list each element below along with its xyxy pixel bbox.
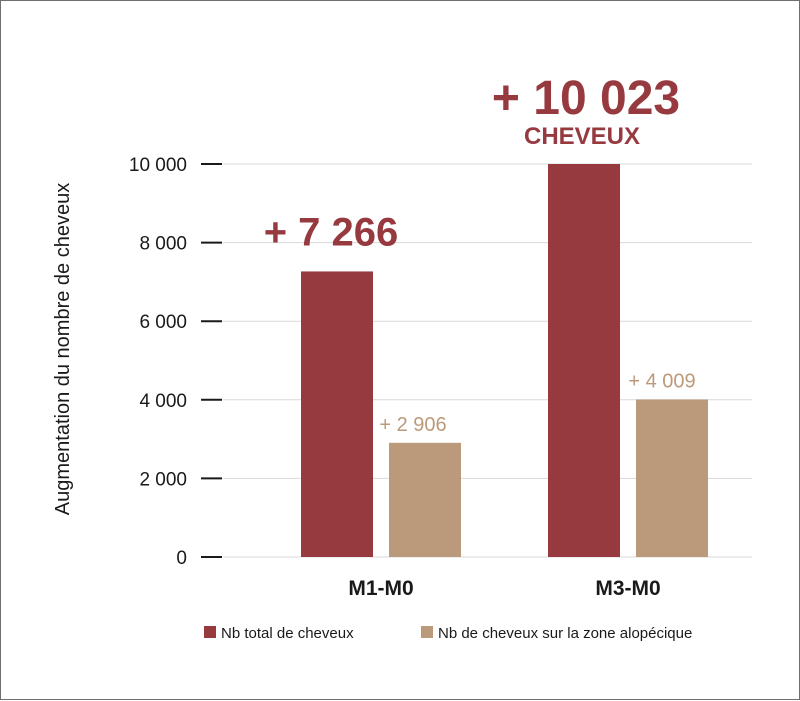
bar <box>389 442 461 557</box>
y-tick-label: 6 000 <box>139 312 187 333</box>
x-axis: M1-M0 M3-M0 <box>348 577 660 600</box>
x-tick-label: M3-M0 <box>595 577 660 600</box>
y-axis-title: Augmentation du nombre de cheveux <box>52 183 74 515</box>
bar <box>301 271 373 557</box>
y-tick-label: 0 <box>176 548 187 569</box>
bar <box>548 164 620 557</box>
legend-swatch <box>421 626 433 638</box>
legend-swatch <box>204 626 216 638</box>
y-tick-label: 10 000 <box>129 155 187 176</box>
y-tick-label: 4 000 <box>139 391 187 412</box>
data-label-subline: CHEVEUX <box>524 123 640 150</box>
data-label: + 2 906 <box>379 414 446 436</box>
x-tick-label: M1-M0 <box>348 577 413 600</box>
y-axis: 0 2 000 4 000 6 000 8 000 10 000 <box>129 155 222 569</box>
data-label: + 4 009 <box>628 370 695 392</box>
y-tick-label: 8 000 <box>139 234 187 255</box>
data-label: + 10 023 <box>492 72 680 125</box>
legend-label: Nb de cheveux sur la zone alopécique <box>438 625 692 642</box>
bar <box>636 399 708 557</box>
y-tick-label: 2 000 <box>139 469 187 490</box>
legend-label: Nb total de cheveux <box>221 625 354 642</box>
legend: Nb total de cheveux Nb de cheveux sur la … <box>204 625 692 642</box>
bars <box>301 164 708 557</box>
data-label: + 7 266 <box>264 210 399 254</box>
